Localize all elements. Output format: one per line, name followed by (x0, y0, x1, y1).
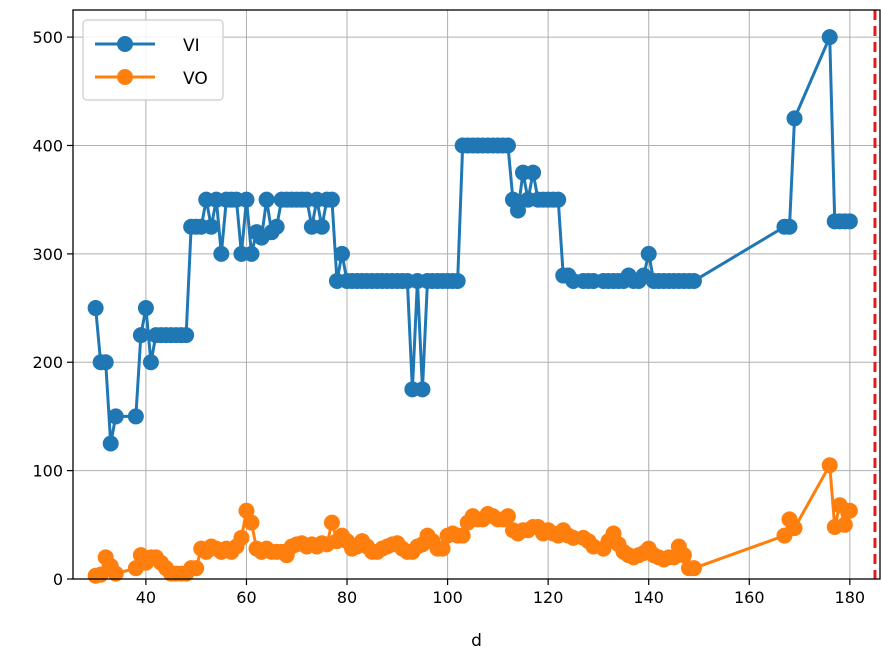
data-point (323, 191, 340, 208)
data-point (268, 218, 285, 235)
data-point (781, 218, 798, 235)
data-point (841, 213, 858, 230)
data-point (509, 202, 526, 219)
y-tick-label: 200 (32, 353, 63, 372)
axis-ticks: 40 60 80 100 120 140 160 180 0 100 200 300 400 500 (32, 28, 865, 607)
x-tick-label: 180 (835, 588, 866, 607)
data-point (821, 29, 838, 46)
x-tick-label: 100 (432, 588, 463, 607)
legend-item: VI (95, 36, 200, 56)
legend-label: VI (183, 36, 200, 56)
data-point (137, 300, 154, 317)
data-point (449, 272, 466, 289)
data-point (836, 516, 853, 533)
y-tick-label: 100 (32, 462, 63, 481)
data-point (258, 191, 275, 208)
data-point (499, 508, 516, 525)
y-tick-label: 500 (32, 28, 63, 47)
data-point (685, 272, 702, 289)
data-point (87, 300, 104, 317)
data-point (127, 408, 144, 425)
data-point (243, 245, 260, 262)
x-tick-label: 40 (136, 588, 156, 607)
data-point (323, 514, 340, 531)
x-tick-label: 60 (236, 588, 256, 607)
y-tick-label: 300 (32, 245, 63, 264)
axes-frame (72, 9, 881, 580)
data-point (499, 137, 516, 154)
x-tick-label: 160 (734, 588, 765, 607)
x-axis-label: d (471, 631, 482, 651)
data-point (102, 435, 119, 452)
legend-swatch-marker (117, 36, 133, 52)
data-point (414, 381, 431, 398)
x-tick-label: 120 (533, 588, 564, 607)
legend-swatch-marker (117, 69, 133, 85)
data-point (238, 191, 255, 208)
data-point (685, 560, 702, 577)
data-point (142, 354, 159, 371)
data-point (203, 218, 220, 235)
y-tick-label: 0 (53, 570, 63, 589)
data-point (841, 502, 858, 519)
data-point (821, 457, 838, 474)
data-point (640, 245, 657, 262)
data-point (97, 354, 114, 371)
data-point (675, 547, 692, 564)
series-vo (87, 457, 858, 584)
data-point (334, 245, 350, 262)
data-point (786, 520, 803, 537)
legend: VI VO (82, 19, 224, 101)
data-point (107, 408, 124, 425)
legend-label: VO (183, 69, 208, 89)
x-tick-label: 80 (337, 588, 357, 607)
data-point (107, 565, 124, 582)
data-point (434, 540, 451, 557)
data-point (213, 245, 230, 262)
data-point (525, 164, 542, 181)
legend-item: VO (95, 69, 208, 89)
data-point (233, 529, 250, 546)
y-tick-label: 400 (32, 136, 63, 155)
data-point (188, 560, 205, 577)
x-tick-label: 140 (633, 588, 664, 607)
data-point (132, 327, 149, 344)
data-point (454, 527, 471, 544)
data-point (550, 191, 567, 208)
series-vi (87, 29, 858, 452)
data-point (786, 110, 803, 127)
data-point (178, 327, 195, 344)
data-point (243, 514, 260, 531)
data-point (313, 218, 330, 235)
plot-series (87, 29, 858, 584)
